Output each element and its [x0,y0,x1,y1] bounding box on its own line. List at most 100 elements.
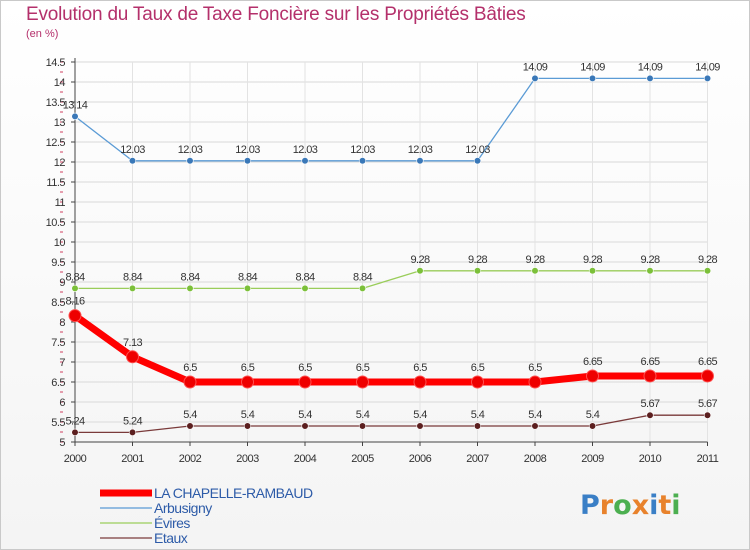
data-label: 14.09 [695,61,720,73]
data-label: 6.5 [241,362,255,374]
data-label: 14.09 [580,61,605,73]
data-label: 8.84 [353,271,372,283]
data-point [528,375,542,389]
data-point [183,375,197,389]
data-label: 8.84 [65,271,84,283]
data-point [186,157,194,165]
logo-letter: r [599,490,614,521]
data-point [646,267,654,275]
data-label: 7.13 [123,337,142,349]
data-point [701,369,714,383]
data-point [356,375,369,389]
y-tick-label: 5 [59,437,65,449]
logo-letter: i [649,490,659,521]
data-label: 5.67 [698,398,717,410]
data-label: 5.67 [640,398,659,410]
data-label: 5.4 [413,409,427,421]
series-line [74,270,709,290]
data-label: 5.4 [298,409,312,421]
data-point [241,375,254,389]
data-point [471,375,484,389]
data-label: 6.5 [471,362,485,374]
data-label: 6.5 [413,362,427,374]
series-etaux: 5.24 5.24 5.4 5.4 5.4 5.4 5.4 5.4 5.4 5.4 5.67 5.67 [65,398,718,437]
y-tick-label: 9 [59,277,65,289]
logo-letter: t [658,490,672,521]
logo-letter: x [631,490,650,521]
data-point [358,422,367,430]
data-label: 9.28 [525,254,544,266]
y-tick-label: 13.5 [46,97,66,109]
data-label: 5.4 [356,409,370,421]
data-label: 6.5 [356,362,370,374]
series-layer: 13.14 12.03 12.03 12.03 12.03 12.03 12.03 12.03… [63,61,721,437]
x-tick-label: 2000 [64,453,87,465]
data-label: 5.4 [183,409,197,421]
series-line [71,312,711,386]
data-point [128,284,137,293]
data-label: 6.5 [528,362,542,374]
series-la-chapelle-rambaud: 8.16 7.13 6.5 6.5 6.5 6.5 6.5 6.5 6.5 6.65 6.65 6.6… [65,296,718,389]
y-tick-label: 7.5 [51,337,65,349]
data-point [473,157,482,165]
data-label: 6.65 [698,356,717,368]
data-label: 5.4 [586,409,600,421]
x-tick-label: 2011 [697,453,719,465]
y-tick-label: 10.5 [46,217,66,229]
data-point [531,267,539,275]
x-tick-label: 2003 [236,453,259,465]
data-point [703,74,712,82]
data-point [586,369,599,383]
y-tick-label: 10 [54,237,66,249]
x-tick-label: 2007 [466,453,489,465]
chart-title: Evolution du Taux de Taxe Foncière sur l… [26,4,526,25]
y-tick-label: 12 [54,157,66,169]
data-point [588,74,597,82]
data-point [301,157,309,165]
data-label: 6.65 [640,356,659,368]
data-label: 12.03 [465,144,490,156]
data-label: 8.16 [65,296,84,308]
logo-letter: P [580,490,600,521]
data-point [646,411,654,419]
data-label: 9.28 [468,254,487,266]
data-label: 5.24 [123,415,142,427]
proxiti-logo: Proxiti [580,490,681,521]
y-tick-label: 9.5 [51,257,65,269]
logo-letter: i [671,490,681,521]
x-tick-label: 2001 [121,453,144,465]
data-label: 12.03 [120,144,145,156]
data-label: 5.4 [241,409,255,421]
data-point [301,422,309,430]
data-label: 12.03 [235,144,260,156]
data-point [298,375,312,389]
data-point [703,267,712,275]
data-point [646,74,654,82]
x-tick-label: 2009 [581,453,604,465]
data-label: 8.84 [238,271,257,283]
data-point [413,375,427,389]
data-point [71,428,79,437]
legend-label: LA CHAPELLE-RAMBAUD [154,485,313,501]
y-tick-label: 11.5 [46,177,65,189]
y-tick-label: 14 [54,77,66,89]
x-tick-label: 2006 [409,453,432,465]
data-label: 8.84 [180,271,199,283]
data-label: 13.14 [63,99,88,111]
x-tick-label: 2005 [351,453,374,465]
data-point [243,422,252,430]
series-line [74,414,709,434]
data-label: 6.65 [583,356,602,368]
y-tick-label: 7 [59,357,65,369]
data-point [128,157,137,165]
y-tick-label: 5.5 [51,417,65,429]
data-point [473,267,482,275]
y-tick-label: 6 [59,397,65,409]
data-point [643,369,657,383]
y-tick-label: 8 [59,317,65,329]
data-label: 12.03 [408,144,433,156]
axes: 55.566.577.588.599.51010.51111.51212.513… [46,57,720,465]
